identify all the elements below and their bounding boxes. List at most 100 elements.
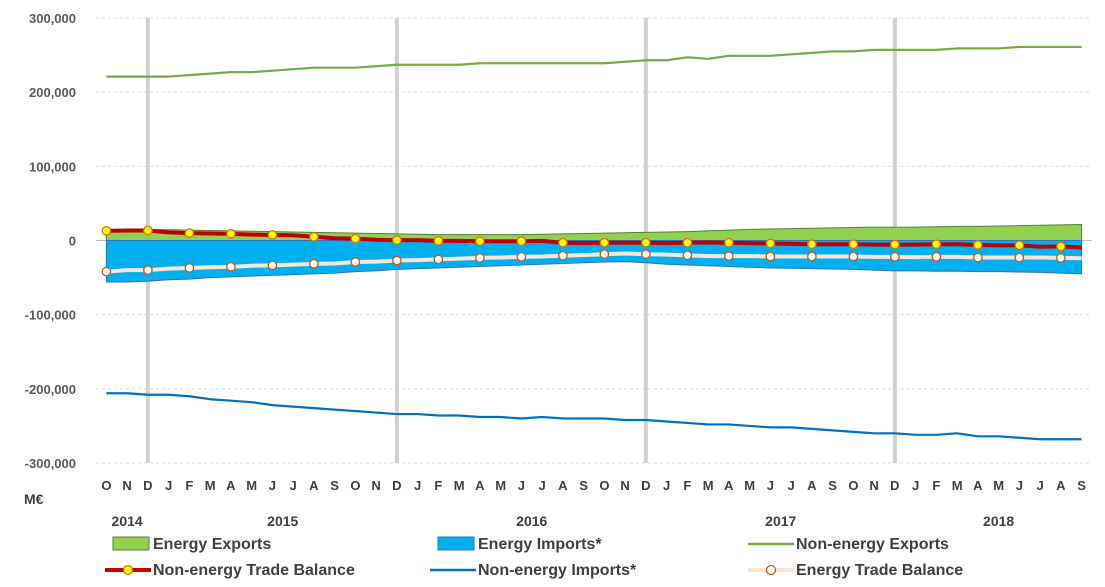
y-tick-label: -100,000: [25, 308, 76, 323]
x-tick-label: M: [993, 478, 1004, 493]
year-label: 2018: [983, 513, 1014, 529]
data-point-marker: [143, 265, 153, 276]
x-tick-label: O: [848, 478, 858, 493]
year-label: 2017: [765, 513, 796, 529]
y-tick-label: 300,000: [29, 11, 76, 26]
data-point-marker: [724, 251, 734, 261]
legend-label: Energy Trade Balance: [796, 562, 963, 579]
area-series-energy-imports: [105, 240, 1083, 283]
x-tick-label: N: [620, 478, 629, 493]
x-tick-label: S: [330, 478, 339, 493]
data-point-marker: [973, 240, 983, 250]
x-tick-label: J: [290, 478, 297, 493]
x-tick-label: F: [683, 478, 691, 493]
data-point-marker: [184, 228, 195, 238]
x-tick-label: N: [371, 478, 380, 493]
data-point-marker: [516, 251, 527, 262]
x-tick-label: J: [912, 478, 919, 493]
legend-item-energy-exports: Energy Exports: [112, 536, 271, 553]
x-tick-label: A: [475, 478, 485, 493]
legend-item-energy-imports: Energy Imports*: [437, 536, 602, 553]
x-tick-label: S: [828, 478, 837, 493]
x-tick-label: F: [932, 478, 940, 493]
legend-swatch: [437, 536, 475, 551]
data-point-marker: [143, 225, 153, 236]
area-series: [105, 224, 1083, 283]
x-tick-label: J: [1016, 478, 1023, 493]
data-point-marker: [890, 251, 900, 262]
data-point-marker: [226, 261, 236, 272]
x-tick-label: M: [454, 478, 465, 493]
y-tick-label: 100,000: [29, 159, 76, 174]
legend-label: Non-energy Imports*: [478, 562, 637, 579]
data-point-marker: [1056, 253, 1066, 263]
x-tick-label: D: [641, 478, 650, 493]
legend-label: Non-energy Trade Balance: [153, 562, 355, 579]
x-tick-label: O: [101, 478, 111, 493]
legend: Energy Exports Energy Imports* Non-energy …: [105, 536, 963, 579]
data-point-marker: [1014, 240, 1025, 251]
x-tick-label: A: [226, 478, 236, 493]
legend-item-energy-trade-balance: Energy Trade Balance: [748, 562, 963, 579]
unit-label: M€: [24, 491, 44, 507]
y-tick-label: -200,000: [25, 382, 76, 397]
x-tick-label: M: [952, 478, 963, 493]
legend-label: Energy Imports*: [478, 536, 602, 553]
x-tick-label: D: [890, 478, 899, 493]
data-point-marker: [765, 238, 776, 249]
x-tick-label: N: [122, 478, 131, 493]
x-tick-label: M: [744, 478, 755, 493]
y-axis-tick-labels: 300,000 200,000 100,000 0 -100,000 -200,000 -3…: [25, 11, 76, 471]
year-label: 2016: [516, 513, 547, 529]
data-point-marker: [724, 237, 734, 248]
x-tick-label: J: [539, 478, 546, 493]
line-series-non-energy-imports: [106, 392, 1082, 441]
data-point-marker: [433, 236, 444, 246]
x-tick-label: A: [1056, 478, 1066, 493]
y-tick-label: 0: [69, 234, 76, 249]
x-tick-label: J: [1037, 478, 1044, 493]
x-tick-label: M: [246, 478, 257, 493]
x-tick-label: D: [392, 478, 401, 493]
x-tick-label: N: [869, 478, 878, 493]
data-point-marker: [226, 228, 236, 239]
data-point-marker: [267, 260, 278, 271]
data-point-marker: [599, 249, 610, 260]
year-label: 2014: [112, 513, 143, 529]
data-point-marker: [682, 250, 693, 261]
data-point-marker: [392, 255, 402, 266]
data-point-marker: [309, 259, 319, 269]
data-point-marker: [599, 237, 610, 248]
y-tick-label: 200,000: [29, 85, 76, 100]
data-point-marker: [516, 236, 527, 247]
x-tick-label: J: [788, 478, 795, 493]
data-point-marker: [807, 239, 817, 250]
data-point-marker: [309, 231, 319, 242]
x-tick-label: J: [165, 478, 172, 493]
x-tick-label: J: [269, 478, 276, 493]
x-tick-label: M: [495, 478, 506, 493]
x-tick-label: S: [579, 478, 588, 493]
legend-swatch: [112, 536, 150, 551]
legend-item-non-energy-exports: Non-energy Exports: [748, 536, 949, 553]
legend-item-non-energy-imports: Non-energy Imports*: [430, 562, 637, 579]
y-tick-label: -300,000: [25, 456, 76, 471]
line-series-non-energy-exports: [106, 45, 1082, 78]
data-point-marker: [931, 251, 942, 262]
x-tick-label: O: [599, 478, 609, 493]
data-point-marker: [392, 235, 402, 245]
legend-marker: [122, 564, 134, 576]
x-tick-label: S: [1077, 478, 1086, 493]
x-tick-label: F: [185, 478, 193, 493]
data-point-marker: [848, 251, 859, 262]
data-point-marker: [890, 239, 900, 250]
data-point-marker: [558, 237, 568, 248]
data-point-marker: [1014, 252, 1025, 263]
x-tick-label: O: [350, 478, 360, 493]
data-point-marker: [433, 254, 444, 265]
data-point-marker: [475, 253, 485, 263]
x-tick-label: A: [724, 478, 734, 493]
legend-label: Energy Exports: [153, 536, 271, 553]
